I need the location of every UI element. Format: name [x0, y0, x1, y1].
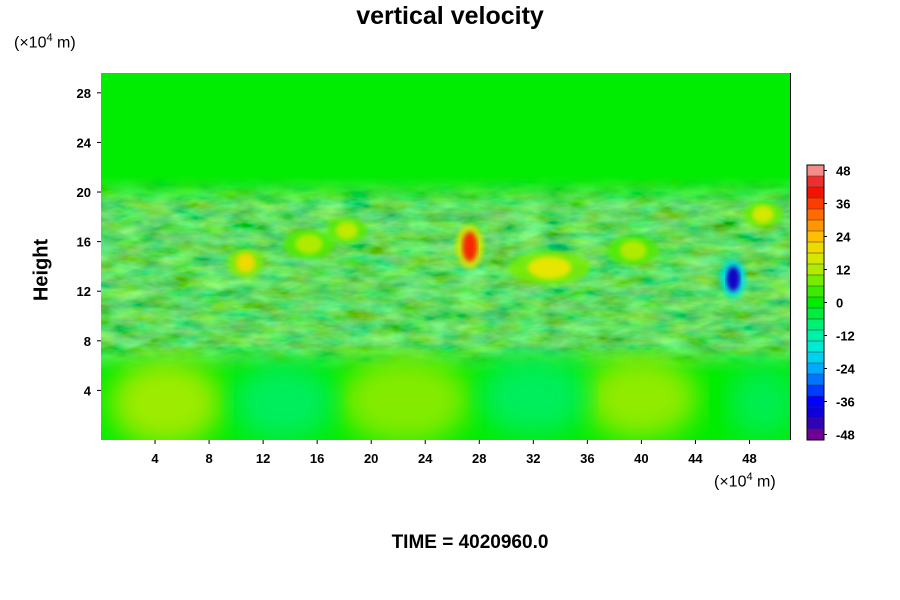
y-tick-label: 12	[77, 284, 91, 299]
colorbar-swatch	[807, 407, 824, 419]
field-cell	[619, 240, 647, 261]
field-cell	[340, 355, 470, 440]
colorbar-tick-label: 36	[836, 197, 850, 212]
colorbar-swatch	[807, 352, 824, 364]
colorbar-swatch	[807, 429, 824, 441]
y-tick-label: 8	[84, 334, 91, 349]
colorbar-swatch	[807, 187, 824, 199]
x-axis-unit: (×104 m)	[714, 471, 776, 491]
colorbar-swatch	[807, 165, 824, 177]
colorbar-swatch	[807, 253, 824, 265]
colorbar-swatch	[807, 242, 824, 254]
colorbar-tick-label: 0	[836, 296, 843, 311]
field-cell	[479, 356, 588, 437]
time-label: TIME = 4020960.0	[391, 532, 549, 553]
field-cell	[527, 256, 572, 279]
x-tick-label: 8	[205, 451, 212, 466]
colorbar-swatch	[807, 297, 824, 309]
colorbar-swatch	[807, 363, 824, 375]
x-tick-label: 36	[580, 451, 594, 466]
colorbar-swatch	[807, 286, 824, 298]
colorbar-swatch	[807, 396, 824, 408]
x-tick-label: 48	[742, 451, 756, 466]
x-tick-label: 28	[472, 451, 486, 466]
colorbar-tick-label: -48	[836, 428, 855, 443]
field-cell	[726, 266, 741, 292]
colorbar-swatch	[807, 319, 824, 331]
colorbar-swatch	[807, 220, 824, 232]
x-tick-label: 12	[256, 451, 270, 466]
field-cell	[232, 363, 335, 440]
x-tick-label: 4	[151, 451, 159, 466]
y-tick-label: 24	[77, 135, 92, 150]
colorbar-tick-label: 48	[836, 164, 850, 179]
y-tick-label: 16	[77, 235, 91, 250]
colorbar-swatch	[807, 209, 824, 221]
y-axis-unit: (×104 m)	[14, 32, 76, 52]
colorbar-swatch	[807, 330, 824, 342]
colorbar-tick-label: 12	[836, 263, 850, 278]
colorbar-swatch	[807, 176, 824, 188]
colorbar-tick-label: 24	[836, 230, 851, 245]
colorbar-swatch	[807, 374, 824, 386]
colorbar-swatch	[807, 231, 824, 243]
colorbar-swatch	[807, 275, 824, 287]
field-cell	[295, 234, 323, 255]
colorbar-tick-label: -36	[836, 395, 855, 410]
colorbar-swatch	[807, 264, 824, 276]
y-tick-label: 28	[77, 86, 91, 101]
field-cell	[336, 221, 358, 240]
heatmap-area	[101, 73, 790, 440]
x-tick-label: 32	[526, 451, 540, 466]
field-cell	[462, 231, 478, 262]
x-tick-label: 40	[634, 451, 648, 466]
field-cell	[109, 358, 223, 440]
colorbar-tick-label: -12	[836, 329, 855, 344]
chart-title: vertical velocity	[356, 2, 544, 30]
field-cell	[752, 205, 774, 224]
field-cell	[727, 365, 790, 440]
field-cell	[236, 252, 256, 273]
colorbar-tick-label: -24	[836, 362, 856, 377]
field-cell	[584, 355, 699, 440]
x-tick-label: 24	[418, 451, 433, 466]
colorbar-swatch	[807, 308, 824, 320]
x-tick-label: 20	[364, 451, 378, 466]
colorbar: 48 36 24 12 0 -12 -24 -36 -48	[806, 164, 856, 443]
x-tick-label: 16	[310, 451, 324, 466]
colorbar-swatch	[807, 385, 824, 397]
colorbar-swatch	[807, 198, 824, 210]
colorbar-swatch	[807, 341, 824, 353]
y-tick-label: 4	[84, 383, 92, 398]
y-tick-label: 20	[77, 185, 91, 200]
colorbar-swatch	[807, 418, 824, 430]
x-tick-label: 44	[688, 451, 703, 466]
